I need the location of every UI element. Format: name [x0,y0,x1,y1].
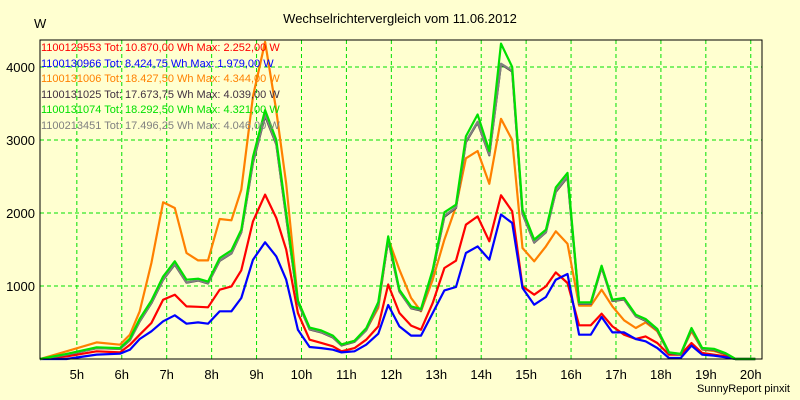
x-tick-label: 19h [695,367,717,382]
x-tick-label: 11h [336,367,357,382]
chart-title: Wechselrichtervergleich vom 11.06.2012 [283,11,517,26]
legend-entry-1100131074: 1100131074 Tot: 18.292,50 Wh Max: 4.321,… [41,104,280,117]
x-tick-label: 10h [291,367,313,382]
legend-entry-1100131025: 1100131025 Tot: 17.673,75 Wh Max: 4.039,… [41,88,280,101]
x-tick-label: 17h [605,367,627,382]
x-tick-label: 8h [204,367,218,382]
legend: 1100129553 Tot: 10.870,00 Wh Max: 2.252,… [41,41,280,135]
x-tick-label: 6h [115,367,129,382]
legend-entry-1100130966: 1100130966 Tot: 8.424,75 Wh Max: 1.979,0… [41,57,274,70]
series-lines [39,40,756,361]
series-line-1100131074 [39,42,756,361]
y-tick-label: 2000 [6,206,35,221]
x-tick-label: 13h [425,367,447,382]
series-line-1100130966 [40,213,756,361]
x-tick-label: 18h [650,367,672,382]
y-tick-label: 1000 [6,279,35,294]
x-tick-label: 14h [470,367,492,382]
x-tick-label: 20h [740,367,762,382]
legend-entry-1100129553: 1100129553 Tot: 10.870,00 Wh Max: 2.252,… [41,42,280,54]
y-axis-unit: W [34,16,47,31]
plot-frame [39,39,763,360]
legend-entry-1100213451: 1100213451 Tot: 17.496,25 Wh Max: 4.046,… [41,119,280,132]
series-line-1100131006 [39,40,756,361]
footer-credit: SunnyReport pinxit [697,383,790,395]
x-tick-label: 12h [380,367,402,382]
axis-ticks: 5h 6h 7h 8h 9h 10h 11h 12h 13h 14h 15h 16h 17h 18h 19h… [6,60,762,382]
y-tick-label: 4000 [6,60,35,75]
x-tick-label: 15h [515,367,537,382]
x-tick-label: 7h [159,367,173,382]
legend-entry-1100131006: 1100131006 Tot: 18.427,50 Wh Max: 4.344,… [41,73,280,86]
y-tick-label: 3000 [6,133,35,148]
x-tick-label: 9h [249,367,263,382]
x-tick-label: 16h [560,367,582,382]
x-tick-label: 5h [70,367,84,382]
series-line-1100213451 [39,62,756,361]
